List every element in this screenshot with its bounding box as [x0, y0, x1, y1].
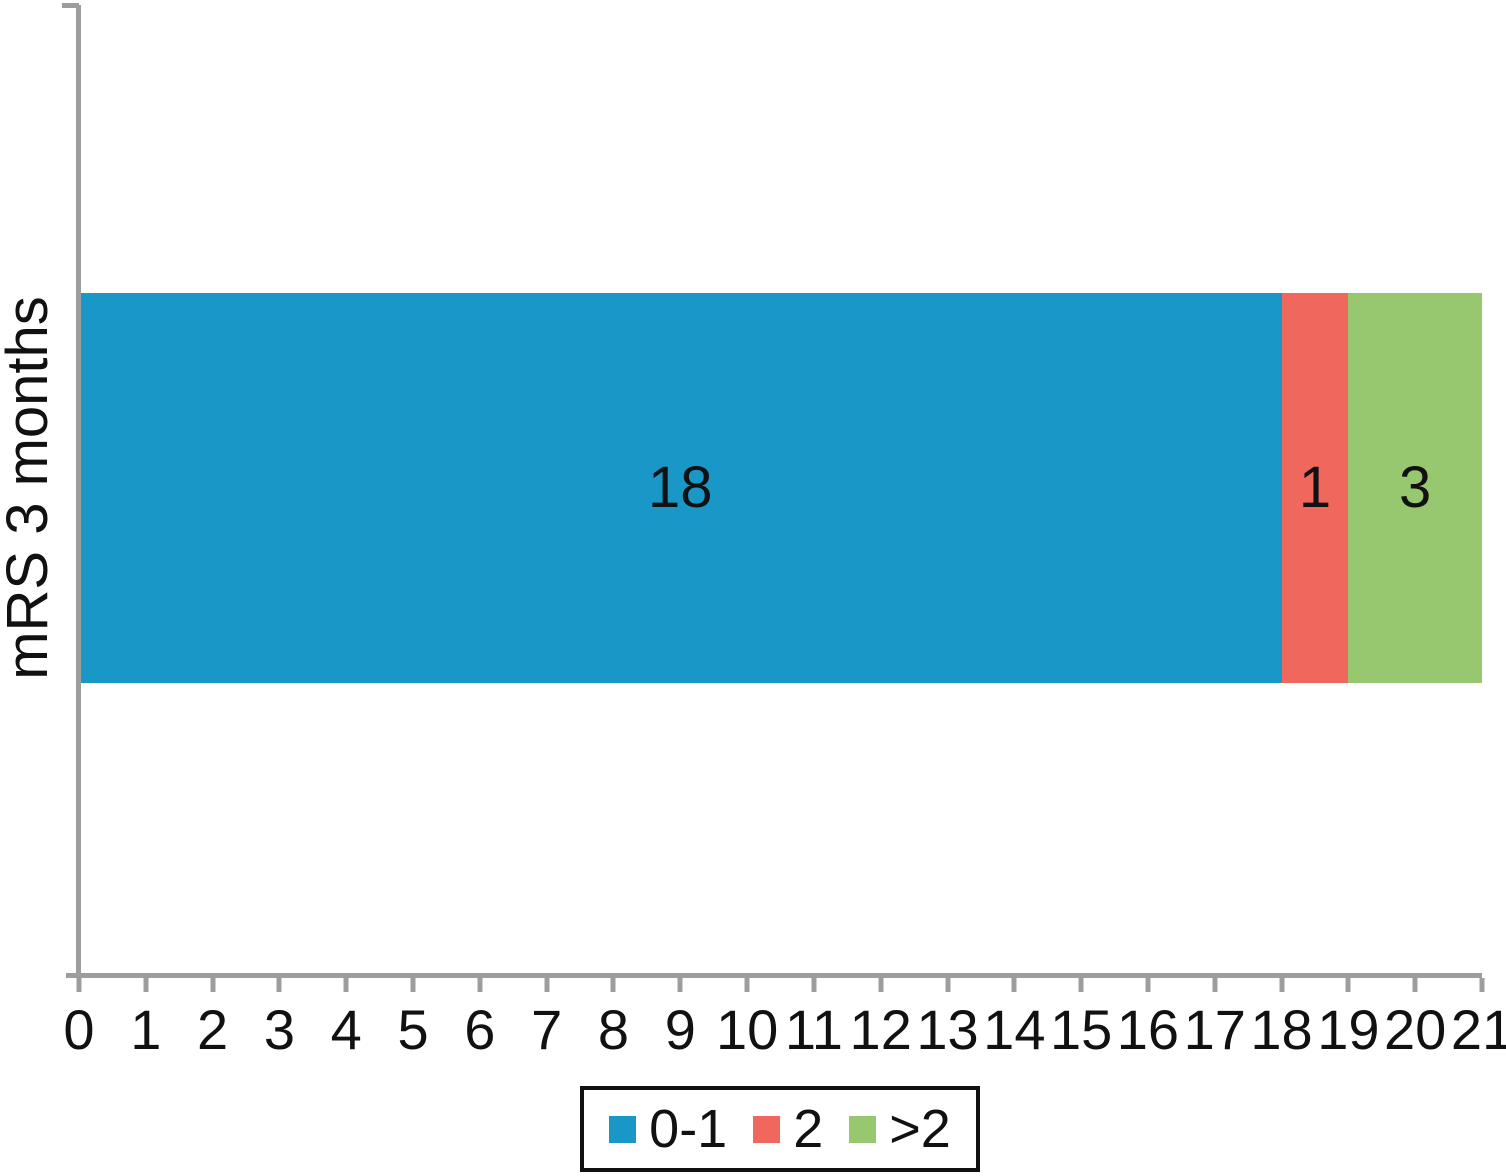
x-tick-mark	[744, 978, 750, 992]
x-tick-label: 19	[1317, 998, 1380, 1061]
x-tick-label: 6	[464, 998, 496, 1061]
x-tick-mark	[945, 978, 951, 992]
x-tick-label: 2	[197, 998, 229, 1061]
bar-segment-3: 3	[1348, 293, 1482, 683]
x-tick-mark	[343, 978, 349, 992]
y-axis-title: mRS 3 months	[0, 296, 60, 680]
x-tick-mark	[1011, 978, 1017, 992]
y-axis-line	[76, 5, 81, 978]
x-tick-label: 10	[715, 998, 779, 1061]
x-tick-mark	[1279, 978, 1285, 992]
bar-value-label: 3	[1399, 455, 1432, 520]
x-tick-label: 0	[63, 998, 95, 1061]
legend-label: 0-1	[649, 1099, 728, 1159]
legend-label: 2	[793, 1099, 824, 1159]
x-tick-label: 3	[263, 998, 295, 1061]
x-tick-mark	[544, 978, 550, 992]
bar-segment-2: 1	[1281, 293, 1349, 683]
legend-label: >2	[889, 1099, 951, 1159]
legend-item-1: 0-1	[609, 1102, 727, 1156]
legend: 0-1 2 >2	[580, 1086, 980, 1172]
x-tick-mark	[1212, 978, 1218, 992]
x-tick-mark	[1412, 978, 1418, 992]
x-tick-mark	[811, 978, 817, 992]
x-tick-label: 20	[1384, 998, 1447, 1061]
x-tick-mark	[1479, 978, 1485, 992]
x-tick-label: 5	[397, 998, 429, 1061]
x-tick-mark	[477, 978, 483, 992]
bar-value-label: 1	[1298, 455, 1332, 520]
x-tick-label: 21	[1450, 998, 1506, 1061]
x-tick-label: 9	[664, 998, 696, 1061]
x-tick-label: 13	[916, 998, 979, 1061]
x-tick-mark	[1078, 978, 1084, 992]
x-axis-ticks: 0 1 2 3 4 5 6 7 8 9 10 11 12 13 14 15 16 17 18 19 20 21	[63, 978, 1506, 1061]
y-axis-top-tick	[62, 3, 79, 8]
x-tick-label: 18	[1250, 998, 1313, 1061]
x-tick-mark	[76, 978, 82, 992]
x-tick-mark	[276, 978, 282, 992]
legend-swatch-icon	[753, 1115, 781, 1143]
x-tick-label: 11	[784, 998, 843, 1061]
x-tick-label: 7	[531, 998, 563, 1061]
legend-item-2: 2	[753, 1102, 823, 1156]
x-tick-label: 4	[330, 998, 362, 1061]
x-tick-label: 16	[1116, 998, 1180, 1061]
x-tick-label: 12	[849, 998, 912, 1061]
x-tick-label: 15	[1049, 998, 1113, 1061]
x-tick-mark	[210, 978, 216, 992]
x-tick-label: 1	[130, 998, 162, 1061]
legend-swatch-icon	[849, 1115, 877, 1143]
bar-value-label: 18	[648, 455, 713, 520]
x-tick-mark	[1345, 978, 1351, 992]
x-tick-mark	[410, 978, 416, 992]
x-tick-mark	[610, 978, 616, 992]
x-tick-mark	[1145, 978, 1151, 992]
legend-swatch-icon	[609, 1115, 637, 1143]
x-tick-mark	[878, 978, 884, 992]
x-tick-mark	[143, 978, 149, 992]
x-tick-label: 8	[597, 998, 630, 1061]
plot-area: 18 1 3	[79, 5, 1482, 975]
x-tick-label: 17	[1183, 998, 1246, 1061]
x-tick-mark	[677, 978, 683, 992]
x-axis-line	[66, 973, 1482, 978]
bar-segment-1: 18	[79, 293, 1282, 683]
x-tick-label: 14	[983, 998, 1046, 1061]
legend-item-3: >2	[849, 1102, 951, 1156]
